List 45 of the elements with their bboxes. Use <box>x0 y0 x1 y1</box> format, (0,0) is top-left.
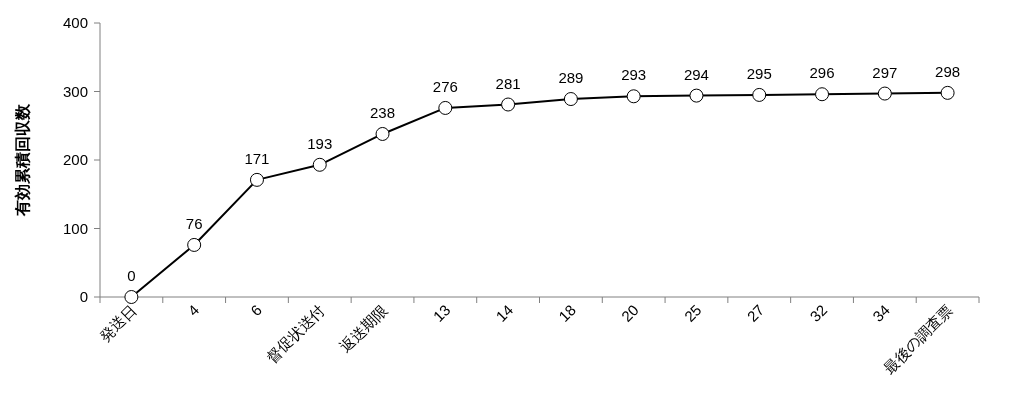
data-label: 76 <box>185 214 203 232</box>
data-label: 238 <box>370 103 396 121</box>
data-label: 276 <box>432 77 458 95</box>
y-tick-label: 100 <box>62 219 88 237</box>
data-label: 289 <box>558 69 584 87</box>
point <box>375 126 390 141</box>
point <box>752 87 767 102</box>
point <box>626 89 641 104</box>
point <box>501 97 516 112</box>
data-label: 294 <box>683 65 709 83</box>
data-label: 293 <box>621 66 647 84</box>
point <box>124 290 139 304</box>
y-tick-label: 0 <box>79 288 88 305</box>
x-tick-label: 発送日 <box>95 301 140 345</box>
x-tick-label: 25 <box>680 301 705 325</box>
x-tick-label: 13 <box>429 301 454 325</box>
x-tick-label: 返送期限 <box>336 301 391 356</box>
data-label: 296 <box>809 64 835 82</box>
point <box>563 92 578 107</box>
data-label: 297 <box>872 63 898 81</box>
point <box>689 88 704 103</box>
x-tick-label: 4 <box>184 301 203 320</box>
y-tick-label: 200 <box>62 151 88 168</box>
x-tick-label: 34 <box>869 301 893 325</box>
point <box>438 100 453 115</box>
y-axis-title: 有効累積回収数 <box>14 103 31 217</box>
x-tick-label: 32 <box>806 301 831 325</box>
data-label: 281 <box>495 74 521 92</box>
point <box>249 172 264 187</box>
data-label: 193 <box>307 134 333 152</box>
data-label: 295 <box>746 64 772 82</box>
x-tick-label: 18 <box>555 301 580 325</box>
y-tick-label: 300 <box>62 82 88 100</box>
y-tick-label: 400 <box>62 14 88 31</box>
point <box>187 237 202 252</box>
data-label: 298 <box>935 62 961 80</box>
point <box>940 85 955 100</box>
x-tick-label: 27 <box>743 301 768 325</box>
point <box>312 157 327 172</box>
x-tick-label: 20 <box>617 301 642 325</box>
point <box>815 87 830 102</box>
point <box>877 86 892 101</box>
x-tick-label: 14 <box>492 301 517 325</box>
data-label: 171 <box>244 149 270 167</box>
data-label: 0 <box>127 267 136 284</box>
